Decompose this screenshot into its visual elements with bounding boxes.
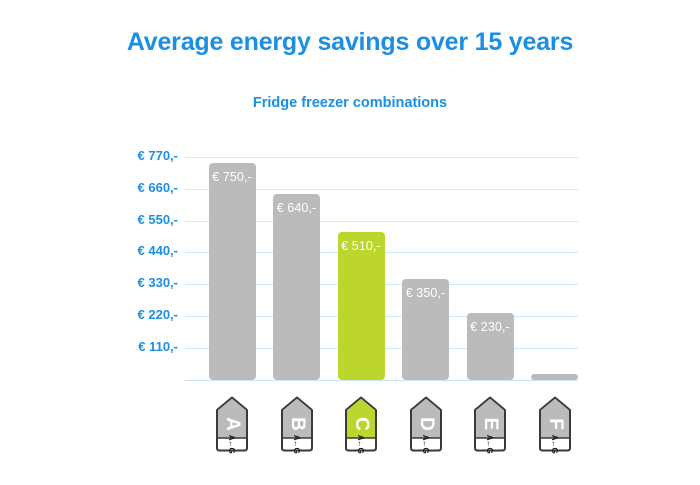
badge-shape-icon [280,396,313,452]
bar-a[interactable]: € 750,- [208,162,256,380]
badge-shape-icon [216,396,248,452]
bar-b[interactable]: € 640,- [273,194,320,380]
bar-f[interactable] [531,374,578,380]
y-axis-tick-label: € 330,- [137,275,178,291]
energy-label-badge-c[interactable]: C A←G [343,396,379,453]
gridline-660 [185,188,578,190]
badge-shape-icon [474,396,506,452]
bar-value-label: € 510,- [341,239,381,254]
y-axis-tick-label: € 220,- [137,307,178,323]
badge-shape-icon [538,396,571,452]
bar-value-label: € 640,- [276,201,317,216]
page-title: Average energy savings over 15 years [126,28,574,56]
badge-shape-icon [409,396,442,452]
energy-label-badge-f[interactable]: F A←G [537,396,573,453]
axis-baseline [185,380,578,381]
energy-label-badge-d[interactable]: D A←G [408,396,444,453]
bar-value-label: € 750,- [212,169,252,184]
bar-value-label: € 230,- [470,320,510,335]
badge-shape-icon [345,396,377,452]
bar-e[interactable]: € 230,- [466,313,514,380]
energy-label-badge-a[interactable]: A A←G [214,396,250,453]
y-axis-tick-label: € 660,- [137,179,178,195]
y-axis-tick-label: € 110,- [138,339,178,355]
chart-subtitle: Fridge freezer combinations [252,95,448,111]
bar-value-label: € 350,- [405,285,446,300]
gridline-770 [185,156,578,158]
bar-d[interactable]: € 350,- [402,278,449,380]
energy-label-badge-b[interactable]: B A←G [279,396,315,453]
y-axis-tick-label: € 440,- [137,243,178,259]
gridline-550 [185,220,578,222]
y-axis-tick-label: € 550,- [137,211,178,227]
y-axis-tick-label: € 770,- [137,147,178,163]
bar-c[interactable]: € 510,- [337,232,385,380]
energy-label-badge-e[interactable]: E A←G [472,396,508,453]
